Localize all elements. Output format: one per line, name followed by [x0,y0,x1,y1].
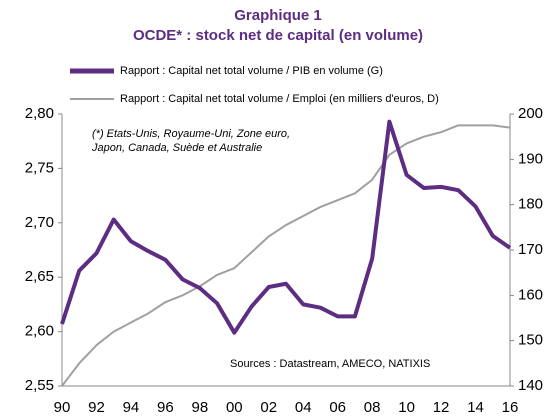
x-tick-label: 04 [295,399,312,416]
x-tick-label: 06 [329,399,346,416]
y-tick-label: 2,70 [25,214,54,231]
x-tick-label: 98 [192,399,209,416]
y2-tick-label: 150 [518,332,543,349]
x-tick-label: 00 [226,399,243,416]
y2-tick-label: 140 [518,377,543,394]
y-tick-label: 2,80 [25,105,54,122]
x-tick-label: 12 [433,399,450,416]
series-line [61,124,511,387]
y-tick-label: 2,55 [25,377,54,394]
note: (*) Etats-Unis, Royaume-Uni, Zone euro, [92,128,290,140]
y-tick-label: 2,65 [25,268,54,285]
y2-tick-label: 160 [518,286,543,303]
x-tick-label: 02 [260,399,277,416]
chart-subtitle: OCDE* : stock net de capital (en volume) [133,27,423,44]
note: Japon, Canada, Suède et Australie [91,142,262,154]
series-line [60,119,512,335]
y2-tick-label: 200 [518,105,543,122]
x-tick-label: 10 [398,399,415,416]
y2-tick-label: 190 [518,150,543,167]
x-tick-label: 16 [502,399,519,416]
y-tick-label: 2,75 [25,159,54,176]
legend-label: Rapport : Capital net total volume / PIB… [120,65,383,77]
chart-title: Graphique 1 [234,7,322,24]
x-tick-label: 90 [54,399,71,416]
y2-tick-label: 170 [518,241,543,258]
x-tick-label: 92 [88,399,105,416]
x-tick-label: 94 [123,399,140,416]
legend-label: Rapport : Capital net total volume / Emp… [120,93,439,105]
x-tick-label: 96 [157,399,174,416]
x-tick-label: 14 [467,399,484,416]
source: Sources : Datastream, AMECO, NATIXIS [230,358,430,370]
y-tick-label: 2,60 [25,323,54,340]
x-tick-label: 08 [364,399,381,416]
y2-tick-label: 180 [518,196,543,213]
